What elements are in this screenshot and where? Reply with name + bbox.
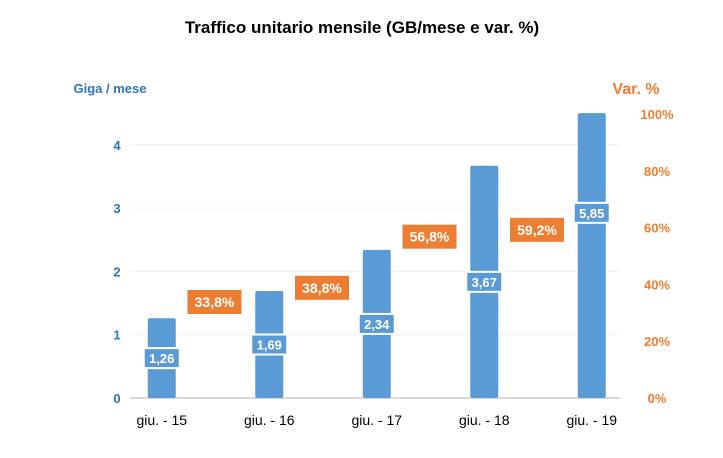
left-axis-label: Giga / mese: [74, 81, 147, 96]
variation-label: 59,2%: [517, 222, 557, 238]
left-tick-label: 2: [113, 264, 120, 279]
variation-box: [402, 224, 457, 249]
bar-value-box: [465, 270, 504, 293]
right-tick-label: 40%: [644, 277, 670, 292]
bar-value-label: 1,26: [149, 351, 174, 366]
left-tick-label: 3: [113, 201, 120, 216]
variation-label: 33,8%: [195, 294, 235, 310]
x-tick-label: giu. - 15: [136, 412, 187, 428]
left-tick-label: 4: [113, 138, 121, 153]
right-tick-label: 100%: [640, 107, 674, 122]
x-tick-label: giu. - 19: [566, 412, 617, 428]
x-tick-label: giu. - 17: [351, 412, 402, 428]
bar-value-box: [357, 312, 396, 335]
bar-value-label: 2,34: [364, 317, 390, 332]
right-axis-label: Var. %: [612, 81, 659, 98]
right-tick-label: 0%: [648, 391, 667, 406]
variation-label: 38,8%: [302, 280, 342, 296]
variation-box: [510, 217, 564, 242]
right-tick-label: 80%: [644, 164, 670, 179]
bar-value-box: [250, 333, 289, 356]
bar-value-label: 1,69: [257, 338, 282, 353]
left-tick-label: 1: [113, 328, 120, 343]
x-tick-label: giu. - 16: [244, 412, 295, 428]
bar-value-label: 5,85: [579, 206, 604, 221]
bar-value-box: [572, 201, 611, 224]
variation-label: 56,8%: [410, 229, 450, 245]
right-tick-label: 60%: [644, 221, 670, 236]
x-tick-label: giu. - 18: [459, 412, 510, 428]
chart-title: Traffico unitario mensile (GB/mese e var…: [185, 18, 539, 37]
bar: [577, 113, 606, 399]
variation-box: [187, 290, 242, 315]
bar-value-box: [142, 347, 181, 370]
variation-box: [295, 275, 349, 300]
bar-value-label: 3,67: [472, 275, 497, 290]
right-tick-label: 20%: [644, 334, 670, 349]
left-tick-label: 0: [113, 391, 120, 406]
